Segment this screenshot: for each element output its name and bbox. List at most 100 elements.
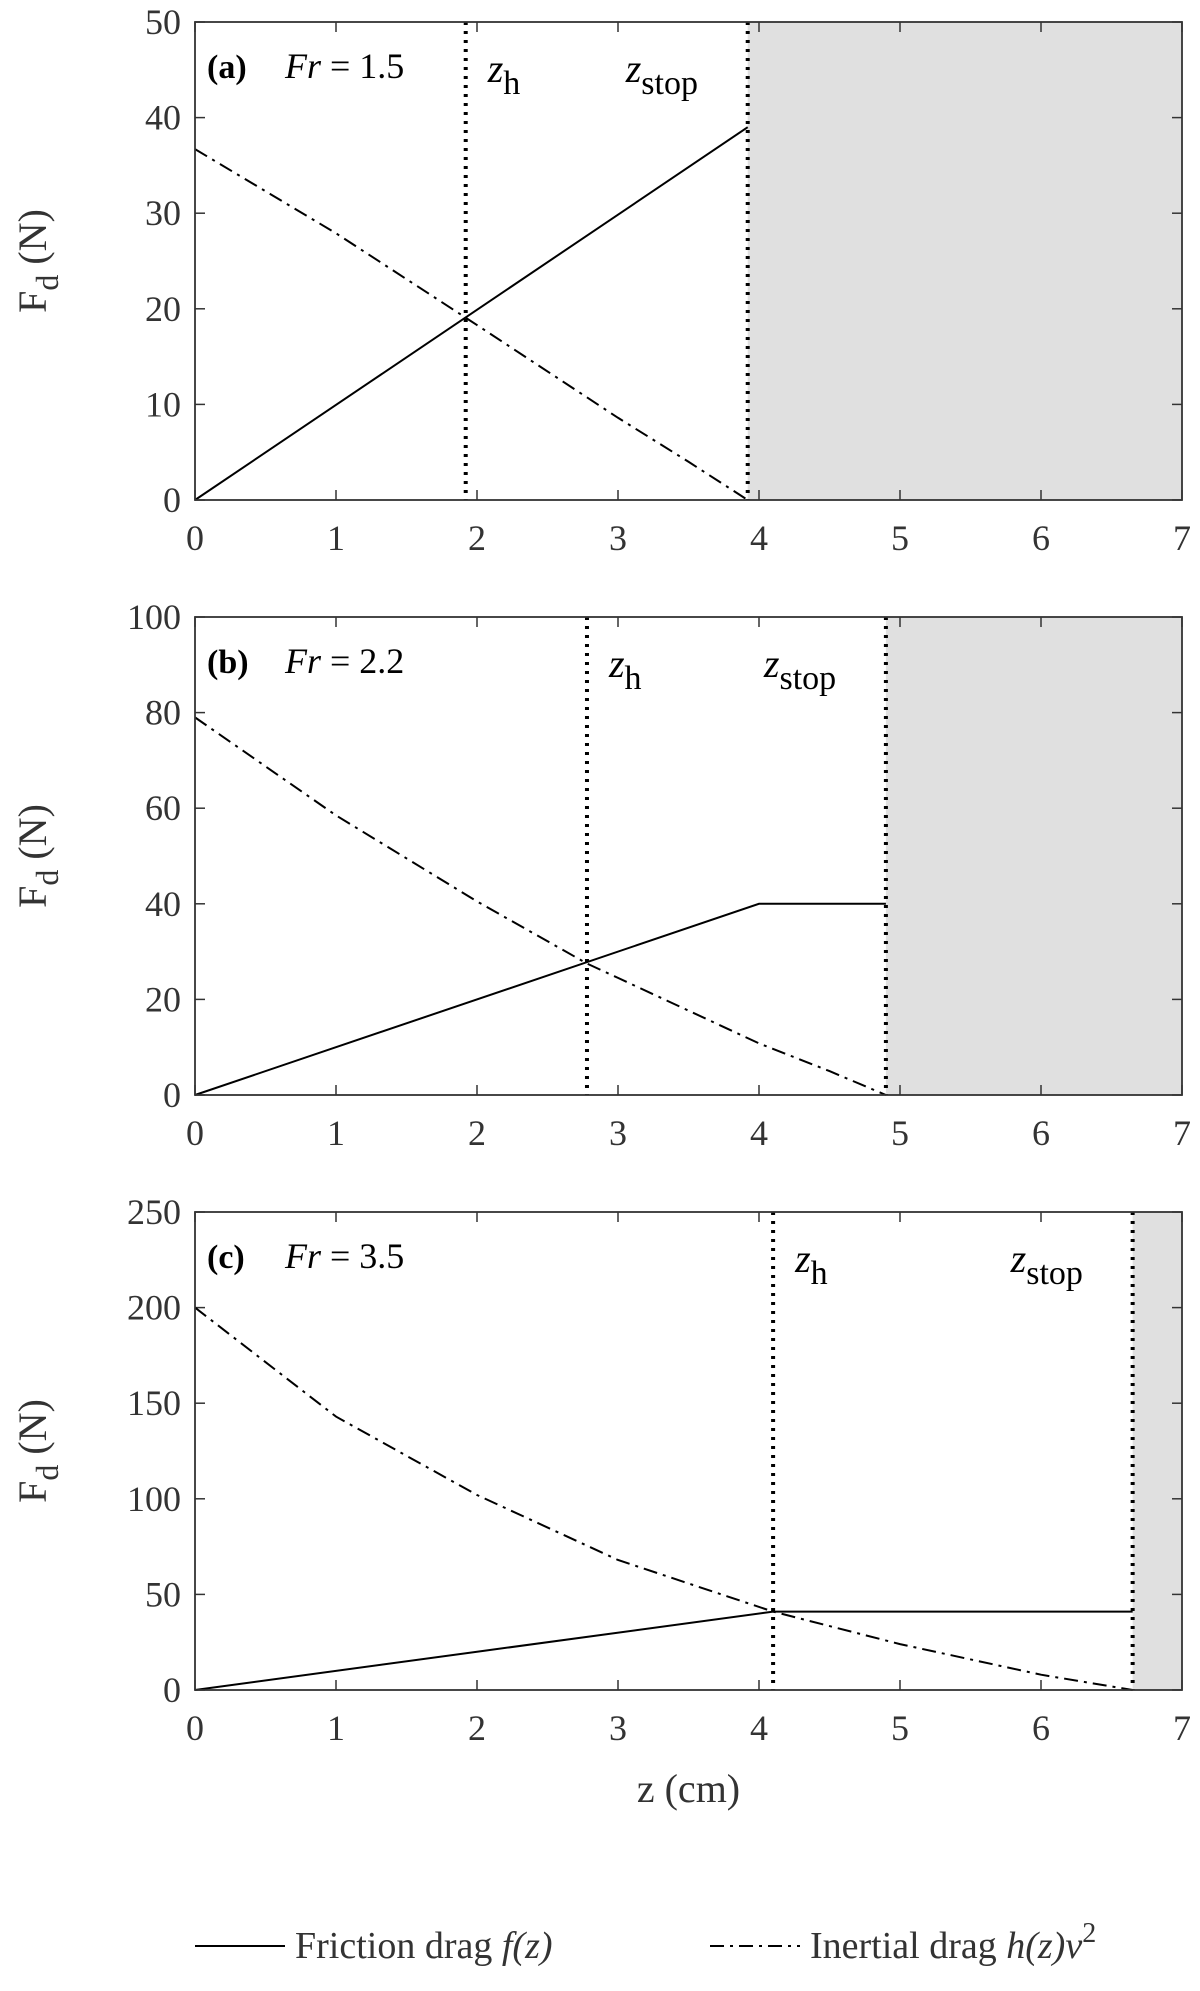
shaded-region <box>1132 1212 1182 1690</box>
y-tick-label: 40 <box>145 884 181 924</box>
x-tick-label: 0 <box>186 1708 204 1748</box>
z-h-symbol: z <box>487 46 504 91</box>
z-h-subscript: h <box>503 65 520 102</box>
y-axis-label: Fd (N) <box>10 1399 65 1503</box>
z-h-subscript: h <box>625 660 642 697</box>
y-tick-label: 60 <box>145 788 181 828</box>
z-stop-subscript: stop <box>641 65 698 102</box>
x-tick-label: 2 <box>468 1113 486 1153</box>
y-tick-label: 30 <box>145 193 181 233</box>
axes-frame <box>194 21 1183 501</box>
y-tick-label: 200 <box>127 1288 181 1328</box>
friction-drag-line <box>194 126 749 501</box>
shaded-region <box>885 617 1182 1095</box>
x-tick-label: 4 <box>750 518 768 558</box>
y-tick-label: 100 <box>127 1479 181 1519</box>
z-stop-subscript: stop <box>1026 1255 1083 1292</box>
legend-friction-label: Friction drag f(z) <box>295 1925 553 1967</box>
x-tick-label: 5 <box>891 518 909 558</box>
friction-drag-line <box>194 1610 1133 1691</box>
z-stop-symbol: z <box>625 46 642 91</box>
y-label-subscript: d <box>29 870 65 886</box>
y-tick-label: 0 <box>163 1670 181 1710</box>
y-tick-label: 50 <box>145 2 181 42</box>
inertial-drag-line <box>194 148 749 501</box>
z-h-label: zh <box>794 1236 828 1292</box>
x-tick-label: 1 <box>327 1708 345 1748</box>
y-label-main: F <box>10 291 55 313</box>
x-tick-label: 7 <box>1173 1708 1191 1748</box>
panel-label: (a) <box>207 49 247 86</box>
inertial-drag-line <box>194 716 887 1096</box>
x-tick-label: 4 <box>750 1708 768 1748</box>
legend-italic: h(z)v <box>1006 1925 1082 1967</box>
x-tick-label: 5 <box>891 1113 909 1153</box>
x-tick-label: 4 <box>750 1113 768 1153</box>
y-label-unit: (N) <box>10 209 55 275</box>
y-tick-label: 80 <box>145 693 181 733</box>
x-tick-label: 6 <box>1032 518 1050 558</box>
fr-symbol: Fr <box>284 641 322 681</box>
x-tick-label: 0 <box>186 1113 204 1153</box>
fr-label: Fr = 3.5 <box>284 1236 404 1276</box>
inertial-drag-line <box>194 1306 1133 1691</box>
z-h-subscript: h <box>811 1255 828 1292</box>
z-stop-subscript: stop <box>779 660 836 697</box>
y-label-unit: (N) <box>10 1399 55 1465</box>
z-stop-label: zstop <box>1010 1236 1083 1292</box>
x-tick-label: 2 <box>468 518 486 558</box>
legend-italic: f(z) <box>502 1925 553 1967</box>
y-label-unit: (N) <box>10 804 55 870</box>
y-label-main: F <box>10 886 55 908</box>
fr-value: = 3.5 <box>321 1236 404 1276</box>
y-tick-label: 150 <box>127 1383 181 1423</box>
x-tick-label: 0 <box>186 518 204 558</box>
z-stop-symbol: z <box>763 641 780 686</box>
axes-frame <box>194 616 1183 1096</box>
y-tick-label: 100 <box>127 597 181 637</box>
legend-text: Friction drag <box>295 1925 502 1967</box>
y-tick-label: 0 <box>163 480 181 520</box>
z-stop-label: zstop <box>625 46 698 102</box>
x-tick-label: 3 <box>609 1113 627 1153</box>
y-tick-label: 0 <box>163 1075 181 1115</box>
x-tick-label: 7 <box>1173 518 1191 558</box>
fr-label: Fr = 1.5 <box>284 46 404 86</box>
x-tick-label: 3 <box>609 518 627 558</box>
axes-frame <box>194 1211 1183 1691</box>
y-tick-label: 40 <box>145 98 181 138</box>
shaded-region <box>747 22 1182 500</box>
x-tick-label: 5 <box>891 1708 909 1748</box>
x-tick-label: 1 <box>327 518 345 558</box>
x-tick-label: 1 <box>327 1113 345 1153</box>
panel-label: (c) <box>207 1239 245 1276</box>
y-axis-label: Fd (N) <box>10 209 65 313</box>
fr-label: Fr = 2.2 <box>284 641 404 681</box>
y-label-subscript: d <box>29 1465 65 1481</box>
fr-value: = 1.5 <box>321 46 404 86</box>
z-h-label: zh <box>487 46 521 102</box>
y-label-main: F <box>10 1481 55 1503</box>
z-h-symbol: z <box>794 1236 811 1281</box>
fr-symbol: Fr <box>284 46 322 86</box>
legend-inertial-label: Inertial drag h(z)v2 <box>810 1918 1096 1967</box>
x-tick-label: 2 <box>468 1708 486 1748</box>
z-h-symbol: z <box>608 641 625 686</box>
y-label-subscript: d <box>29 275 65 291</box>
z-stop-symbol: z <box>1010 1236 1027 1281</box>
y-axis-label: Fd (N) <box>10 804 65 908</box>
y-tick-label: 10 <box>145 384 181 424</box>
y-tick-label: 250 <box>127 1192 181 1232</box>
y-tick-label: 50 <box>145 1574 181 1614</box>
legend-superscript: 2 <box>1082 1918 1096 1949</box>
y-tick-label: 20 <box>145 979 181 1019</box>
legend: Friction drag f(z) Inertial drag h(z)v2 <box>195 1918 1096 1967</box>
panel-label: (b) <box>207 644 249 681</box>
legend-text: Inertial drag <box>810 1925 1006 1967</box>
x-tick-label: 3 <box>609 1708 627 1748</box>
x-tick-label: 6 <box>1032 1708 1050 1748</box>
